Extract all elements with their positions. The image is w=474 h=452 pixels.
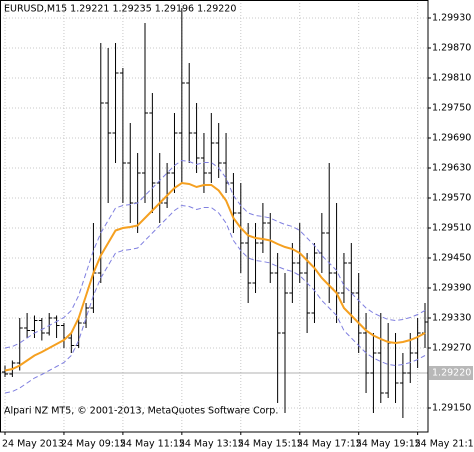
x-tick-label: 24 May 15:15 [238,439,303,450]
x-tick-label: 24 May 2013 [2,439,64,450]
moving-average [4,181,426,372]
marks [0,8,428,418]
current-price-box [429,366,473,380]
y-tick-label: 1.29810 [432,73,471,84]
y-tick-label: 1.29510 [432,223,471,234]
x-tick-label: 24 May 21:15 [415,439,474,450]
x-tick-label: 24 May 17:15 [297,439,362,450]
x-tick-label: 24 May 11:15 [120,439,185,450]
chart-header: EURUSD,M15 1.29221 1.29235 1.29196 1.292… [4,4,236,15]
y-tick-label: 1.29930 [432,13,471,24]
y-tick-label: 1.29330 [432,313,471,324]
x-tick-label: 24 May 09:15 [61,439,126,450]
y-tick-label: 1.29870 [432,43,471,54]
x-tick-label: 24 May 13:15 [179,439,244,450]
y-tick-label: 1.29750 [432,103,471,114]
envelope-line [4,204,426,394]
y-tick-label: 1.29570 [432,193,471,204]
y-tick-label: 1.29150 [432,403,471,414]
y-tick-label: 1.29630 [432,163,471,174]
x-tick-label: 24 May 19:15 [356,439,421,450]
y-tick-label: 1.29390 [432,283,471,294]
y-tick-label: 1.29690 [432,133,471,144]
envelope-line [4,159,426,349]
current-price-label: 1.29220 [432,368,471,379]
copyright: Alpari NZ MT5, © 2001-2013, MetaQuotes S… [4,406,278,417]
y-tick-label: 1.29450 [432,253,471,264]
y-tick-label: 1.29270 [432,343,471,354]
plot-border [0,0,429,433]
